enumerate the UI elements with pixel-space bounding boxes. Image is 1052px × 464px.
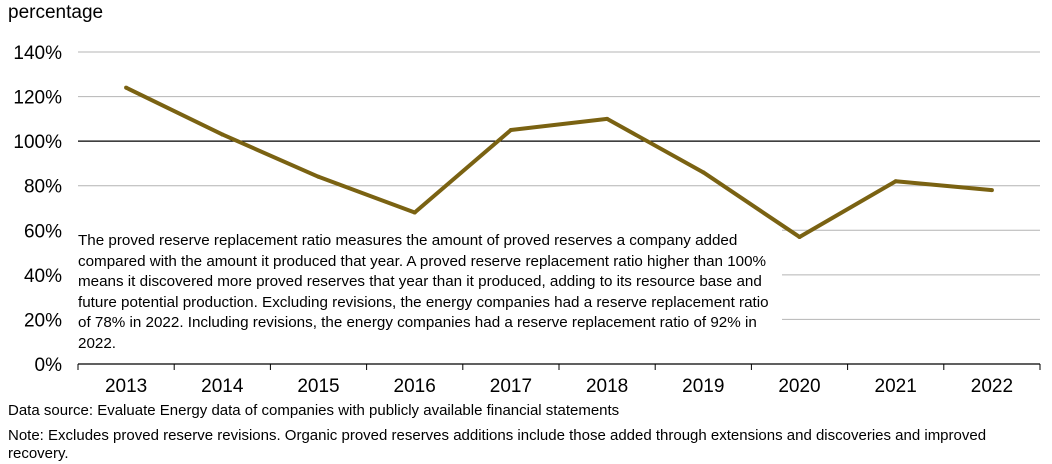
y-tick-label: 60% bbox=[24, 221, 62, 242]
y-axis-title: percentage bbox=[8, 2, 104, 23]
x-tick-label: 2020 bbox=[778, 376, 820, 397]
data-point-2014 bbox=[220, 132, 225, 137]
footnote: Note: Excludes proved reserve revisions.… bbox=[8, 427, 987, 462]
series-lines bbox=[124, 85, 994, 239]
data-point-2021 bbox=[893, 179, 898, 184]
series-line bbox=[125, 85, 993, 239]
data-point-2019 bbox=[701, 170, 706, 175]
y-tick-label: 80% bbox=[24, 177, 62, 198]
x-tick-label: 2019 bbox=[682, 376, 724, 397]
y-tick-label: 120% bbox=[13, 88, 62, 109]
chart-annotation: The proved reserve replacement ratio mea… bbox=[72, 228, 782, 357]
data-source: Data source: Evaluate Energy data of com… bbox=[8, 402, 620, 419]
x-axis: 2013 2014 2015 2016 2017 2018 2019 2020 2021 2022 bbox=[77, 363, 1041, 397]
data-point-2017 bbox=[508, 128, 513, 132]
data-point-2020 bbox=[797, 234, 802, 239]
x-tick-label: 2014 bbox=[201, 376, 244, 397]
x-tick-label: 2015 bbox=[297, 376, 339, 397]
x-tick-label: 2017 bbox=[490, 376, 532, 397]
x-tick-label: 2016 bbox=[394, 376, 436, 397]
data-point-2013 bbox=[124, 85, 129, 90]
y-tick-labels: 0% 20% 40% 60% 80% 100% 120% 140% bbox=[13, 43, 62, 376]
data-point-2022 bbox=[989, 188, 994, 193]
line-chart: 0%20%40%60%80%100%120%140% 2013 2014 2015 2… bbox=[13, 43, 1041, 397]
x-tick-label: 2013 bbox=[105, 376, 147, 397]
y-tick-label: 20% bbox=[24, 310, 62, 331]
y-tick-label: 0% bbox=[35, 355, 63, 376]
y-tick-label: 100% bbox=[13, 132, 62, 153]
y-tick-label: 140% bbox=[13, 43, 62, 64]
x-tick-label: 2021 bbox=[875, 376, 917, 397]
x-tick-label: 2022 bbox=[971, 376, 1013, 397]
y-tick-label: 40% bbox=[24, 266, 62, 287]
x-tick-label: 2018 bbox=[586, 376, 628, 397]
data-point-2015 bbox=[316, 174, 321, 179]
data-point-2018 bbox=[605, 116, 610, 121]
data-point-2016 bbox=[412, 210, 417, 215]
